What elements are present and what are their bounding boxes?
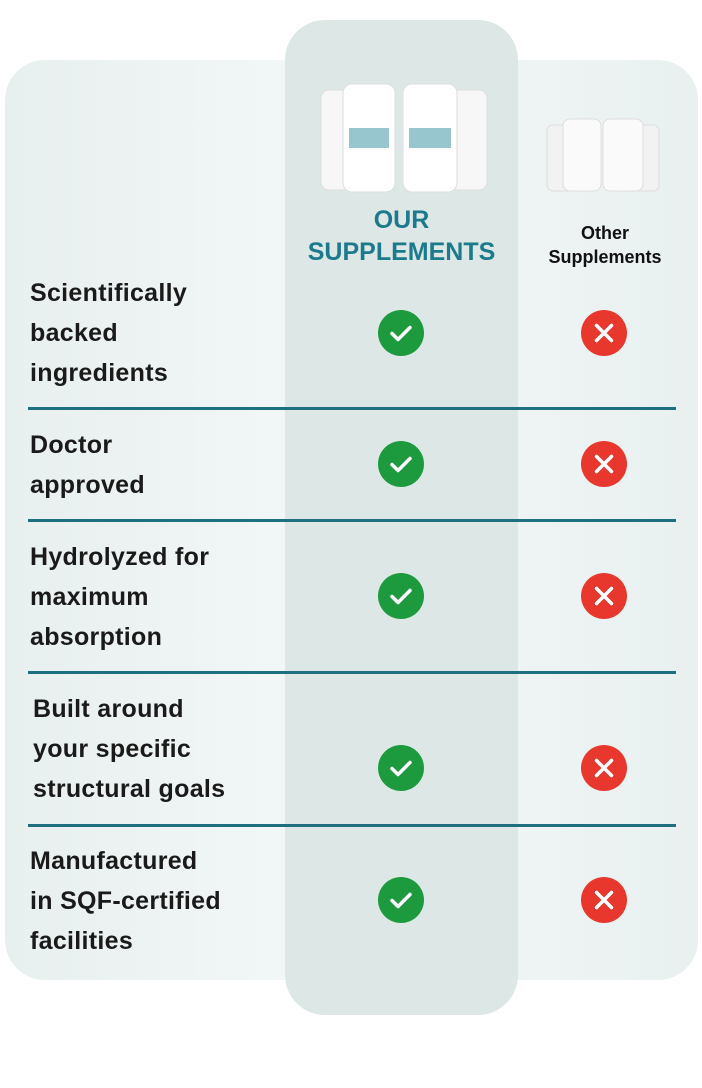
our-label: OUR: [373, 206, 430, 234]
other-label: Supplements: [548, 247, 662, 267]
cross-icon: [581, 310, 627, 356]
row-divider: [28, 407, 676, 410]
cross-icon: [581, 877, 627, 923]
row-divider: [28, 671, 676, 674]
row-divider: [28, 824, 676, 827]
our-bottles: [320, 83, 488, 193]
cross-icon: [581, 441, 627, 487]
feature-text: approved: [30, 471, 145, 499]
feature-text: Built around: [33, 695, 184, 723]
feature-text: Doctor: [30, 431, 113, 459]
feature-text: absorption: [30, 623, 163, 651]
check-icon: [378, 573, 424, 619]
feature-text: Manufactured: [30, 847, 198, 875]
feature-text: facilities: [30, 927, 134, 955]
feature-text: maximum: [30, 583, 149, 611]
check-icon: [378, 877, 424, 923]
feature-text: in SQF-certified: [30, 887, 221, 915]
cross-icon: [581, 745, 627, 791]
feature-text: ingredients: [30, 359, 169, 387]
cross-icon: [581, 573, 627, 619]
feature-text: Scientifically: [30, 279, 188, 307]
check-icon: [378, 441, 424, 487]
feature-text: your specific: [33, 735, 192, 763]
feature-text: backed: [30, 319, 118, 347]
other-label: Other: [580, 223, 629, 243]
feature-text: structural goals: [33, 775, 226, 803]
check-icon: [378, 310, 424, 356]
other-bottles: [546, 118, 660, 192]
feature-text: Hydrolyzed for: [30, 543, 210, 571]
our-label: SUPPLEMENTS: [307, 238, 496, 266]
row-divider: [28, 519, 676, 522]
check-icon: [378, 745, 424, 791]
